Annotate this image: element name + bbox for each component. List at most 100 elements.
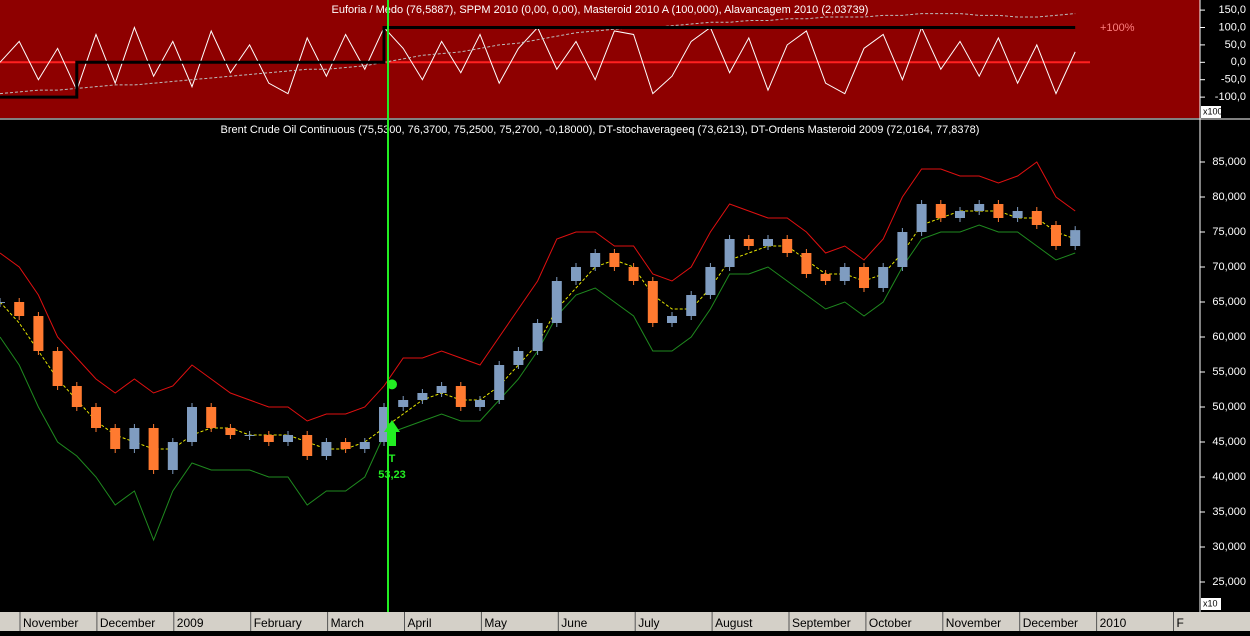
- candle-body: [14, 302, 25, 316]
- x-tick-label: March: [331, 616, 364, 630]
- candle-body: [705, 267, 716, 295]
- x-tick-label: July: [638, 616, 659, 630]
- candle-body: [110, 428, 121, 449]
- series-line: [0, 25, 1076, 99]
- candle-body: [283, 435, 293, 442]
- multiplier-box: [1201, 598, 1221, 610]
- x-tick-label: April: [408, 616, 432, 630]
- signal-label: T: [389, 453, 396, 465]
- y-tick-label: 50,0: [1225, 39, 1246, 51]
- candle-body: [1031, 211, 1042, 225]
- candle-body: [455, 386, 466, 407]
- indicator-multiplier: x100: [1203, 106, 1223, 116]
- y-tick-label: 40,000: [1212, 471, 1246, 483]
- candle-body: [609, 253, 620, 267]
- candle-body: [916, 204, 927, 232]
- candle-body: [359, 442, 370, 449]
- candle-body: [263, 435, 274, 442]
- candle-body: [532, 323, 543, 351]
- candle-body: [321, 442, 332, 456]
- candle-body: [33, 316, 44, 351]
- x-tick-label: September: [792, 616, 851, 630]
- candle-body: [167, 442, 178, 470]
- y-tick-label: 150,0: [1218, 4, 1246, 16]
- indicator-background: [0, 0, 1200, 118]
- x-tick-label: May: [484, 616, 507, 630]
- x-tick-label: November: [23, 616, 78, 630]
- candle-body: [859, 267, 869, 288]
- price-multiplier: x10: [1203, 598, 1218, 608]
- candle-body: [302, 435, 313, 456]
- candle-body: [743, 239, 754, 246]
- y-tick-label: 50,000: [1212, 401, 1246, 413]
- signal-arrow: [384, 420, 400, 446]
- y-tick-label: 70,000: [1212, 261, 1246, 273]
- candle-body: [148, 428, 159, 470]
- signal-value: 53,23: [378, 469, 406, 481]
- x-tick-label: 2009: [177, 616, 204, 630]
- y-tick-label: 35,000: [1212, 506, 1246, 518]
- candle-body: [647, 281, 658, 323]
- candle-body: [974, 204, 985, 211]
- series-line: [0, 161, 1076, 422]
- x-tick-label: December: [1023, 616, 1078, 630]
- y-tick-label: 100,0: [1218, 21, 1246, 33]
- y-tick-label: -100,0: [1215, 91, 1246, 103]
- y-tick-label: 85,000: [1212, 156, 1246, 168]
- candle-body: [206, 407, 217, 428]
- candle-body: [187, 407, 197, 442]
- candle-body: [244, 435, 255, 436]
- candle-body: [935, 204, 946, 218]
- candle-body: [494, 365, 505, 400]
- y-tick-label: 25,000: [1212, 576, 1246, 588]
- candle-body: [878, 267, 889, 288]
- y-tick-label: 55,000: [1212, 366, 1246, 378]
- candle-body: [763, 239, 773, 246]
- candle-body: [71, 386, 82, 407]
- candle-body: [839, 267, 850, 281]
- candle-body: [724, 239, 735, 267]
- candle-body: [52, 351, 63, 386]
- series-line: [0, 224, 1076, 542]
- x-tick-label: F: [1177, 616, 1184, 630]
- candle-body: [436, 386, 447, 393]
- y-tick-label: -50,0: [1221, 74, 1246, 86]
- x-tick-label: October: [869, 616, 912, 630]
- candle-body: [667, 316, 677, 323]
- candle-body: [340, 442, 351, 449]
- x-tick-label: August: [715, 616, 753, 630]
- x-tick-label: 2010: [1100, 616, 1127, 630]
- x-tick-label: December: [100, 616, 155, 630]
- candle-body: [955, 211, 965, 218]
- candle-body: [782, 239, 793, 253]
- candle-body: [551, 281, 562, 323]
- candle-body: [1070, 230, 1081, 246]
- candle-body: [897, 232, 908, 267]
- y-tick-label: 60,000: [1212, 331, 1246, 343]
- candle-body: [686, 295, 697, 316]
- y-tick-label: 30,000: [1212, 541, 1246, 553]
- candle-body: [993, 204, 1004, 218]
- candle-body: [225, 428, 236, 435]
- candle-body: [417, 393, 428, 400]
- candle-body: [571, 267, 581, 281]
- candle-body: [590, 253, 601, 267]
- candle-body: [0, 302, 5, 303]
- candle-body: [398, 400, 409, 407]
- candle-body: [91, 407, 101, 428]
- y-tick-label: 45,000: [1212, 436, 1246, 448]
- x-tick-label: November: [946, 616, 1001, 630]
- candle-body: [513, 351, 524, 365]
- indicator-annotation: +100%: [1100, 22, 1135, 34]
- y-tick-label: 80,000: [1212, 191, 1246, 203]
- y-tick-label: 0,0: [1231, 56, 1246, 68]
- candle-body: [628, 267, 639, 281]
- candle-body: [379, 407, 389, 442]
- candle-body: [475, 400, 485, 407]
- x-tick-label: February: [254, 616, 302, 630]
- y-tick-label: 65,000: [1212, 296, 1246, 308]
- multiplier-box: [1201, 106, 1221, 118]
- indicator-title: Euforia / Medo (76,5887), SPPM 2010 (0,0…: [332, 4, 869, 16]
